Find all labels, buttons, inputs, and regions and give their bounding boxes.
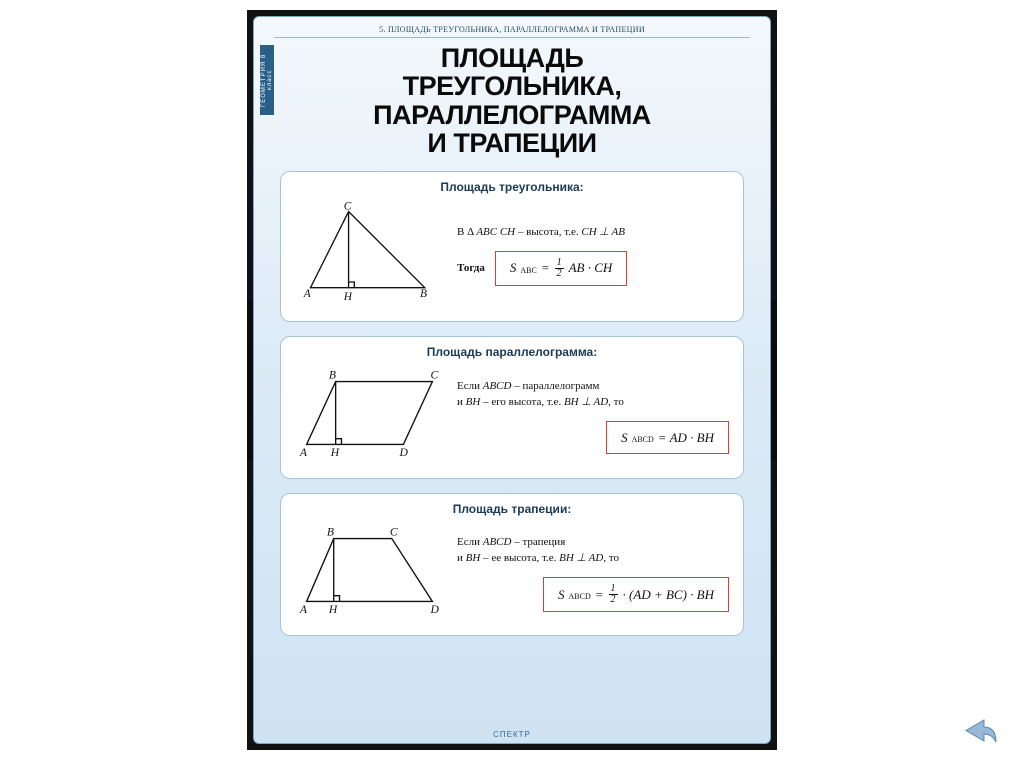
vertex-D: D bbox=[429, 603, 439, 616]
poster-frame: 5. ПЛОЩАДЬ ТРЕУГОЛЬНИКА, ПАРАЛЛЕЛОГРАММА… bbox=[247, 10, 777, 750]
desc-trapezoid: Если ABCD – трапеция и BH – ее высота, т… bbox=[457, 534, 729, 612]
S: S bbox=[558, 585, 565, 605]
eq: = bbox=[595, 585, 604, 605]
diagram-parallelogram: A B C D H bbox=[295, 367, 445, 464]
vertex-C: C bbox=[430, 369, 438, 382]
desc-triangle: В Δ ABC CH – высота, т.е. CH ⊥ AB Тогда … bbox=[457, 224, 729, 286]
text: CH ⊥ AB bbox=[581, 226, 625, 238]
text: В Δ bbox=[457, 226, 476, 238]
vertex-H: H bbox=[343, 291, 353, 302]
fraction-half: 12 bbox=[609, 584, 618, 605]
rhs: · (AD + BC) · BH bbox=[623, 585, 714, 605]
S: S bbox=[621, 428, 628, 448]
vertex-B: B bbox=[329, 369, 336, 382]
vertex-C: C bbox=[344, 202, 352, 213]
sub: ABCD bbox=[631, 434, 655, 446]
S: S bbox=[510, 258, 517, 278]
sub: ABC bbox=[519, 265, 537, 277]
title-line-2: ТРЕУГОЛЬНИКА, bbox=[403, 71, 622, 101]
text: ABC bbox=[476, 226, 497, 238]
text: BH ⊥ AD bbox=[564, 396, 608, 408]
back-icon[interactable] bbox=[958, 712, 1000, 754]
vertex-B: B bbox=[327, 526, 334, 539]
fraction-half: 12 bbox=[555, 258, 564, 279]
subject-side-label: ГЕОМЕТРИЯ 8 класс bbox=[260, 45, 274, 115]
vertex-D: D bbox=[399, 446, 409, 459]
title-line-1: ПЛОЩАДЬ bbox=[441, 43, 584, 73]
diagram-trapezoid: A B C D H bbox=[295, 524, 445, 621]
text: и bbox=[457, 396, 466, 408]
text: Если bbox=[457, 536, 483, 548]
card-title-parallelogram: Площадь параллелограмма: bbox=[295, 345, 729, 359]
card-triangle: Площадь треугольника: A B C H bbox=[280, 171, 744, 322]
text: , то bbox=[603, 552, 619, 564]
text: BH ⊥ AD bbox=[559, 552, 603, 564]
vertex-H: H bbox=[330, 446, 340, 459]
vertex-A: A bbox=[299, 446, 308, 459]
den: 2 bbox=[609, 595, 618, 605]
eq: = bbox=[541, 258, 550, 278]
text: ABCD bbox=[483, 536, 512, 548]
poster: 5. ПЛОЩАДЬ ТРЕУГОЛЬНИКА, ПАРАЛЛЕЛОГРАММА… bbox=[253, 16, 771, 744]
brand-footer: СПЕКТР bbox=[254, 730, 770, 739]
card-trapezoid: Площадь трапеции: A B C D H bbox=[280, 493, 744, 636]
eq: = bbox=[658, 428, 667, 448]
text: BH bbox=[466, 396, 481, 408]
text: – его высота, т.е. bbox=[480, 396, 564, 408]
text: , то bbox=[608, 396, 624, 408]
text: – трапеция bbox=[511, 536, 565, 548]
vertex-A: A bbox=[299, 603, 308, 616]
card-title-triangle: Площадь треугольника: bbox=[295, 180, 729, 194]
vertex-B: B bbox=[420, 289, 427, 301]
rhs: AD · BH bbox=[670, 428, 714, 448]
title-line-4: И ТРАПЕЦИИ bbox=[427, 128, 596, 158]
title-line-3: ПАРАЛЛЕЛОГРАММА bbox=[373, 100, 651, 130]
text: BH bbox=[466, 552, 481, 564]
text: Если bbox=[457, 380, 483, 392]
text: – параллелограмм bbox=[511, 380, 599, 392]
poster-topline: 5. ПЛОЩАДЬ ТРЕУГОЛЬНИКА, ПАРАЛЛЕЛОГРАММА… bbox=[274, 25, 750, 38]
diagram-triangle: A B C H bbox=[295, 202, 445, 307]
then-label: Тогда bbox=[457, 260, 485, 277]
card-parallelogram: Площадь параллелограмма: A B C D H bbox=[280, 336, 744, 479]
formula-trapezoid: SABCD = 12 · (AD + BC) · BH bbox=[543, 577, 729, 612]
formula-parallelogram: SABCD = AD · BH bbox=[606, 421, 729, 455]
vertex-H: H bbox=[328, 603, 338, 616]
num: 1 bbox=[555, 258, 564, 269]
vertex-A: A bbox=[303, 289, 311, 301]
formula-triangle: SABC = 12 AB · CH bbox=[495, 251, 627, 286]
text: и bbox=[457, 552, 466, 564]
sub: ABCD bbox=[568, 591, 592, 603]
card-title-trapezoid: Площадь трапеции: bbox=[295, 502, 729, 516]
main-title: ПЛОЩАДЬ ТРЕУГОЛЬНИКА, ПАРАЛЛЕЛОГРАММА И … bbox=[274, 44, 750, 157]
text: – ее высота, т.е. bbox=[480, 552, 559, 564]
text: CH bbox=[500, 226, 515, 238]
desc-parallelogram: Если ABCD – параллелограмм и BH – его вы… bbox=[457, 378, 729, 455]
den: 2 bbox=[555, 269, 564, 279]
text: ABCD bbox=[483, 380, 512, 392]
vertex-C: C bbox=[390, 526, 398, 539]
binder-tab-right bbox=[771, 300, 777, 460]
text: – высота, т.е. bbox=[515, 226, 581, 238]
rhs: AB · CH bbox=[569, 258, 613, 278]
